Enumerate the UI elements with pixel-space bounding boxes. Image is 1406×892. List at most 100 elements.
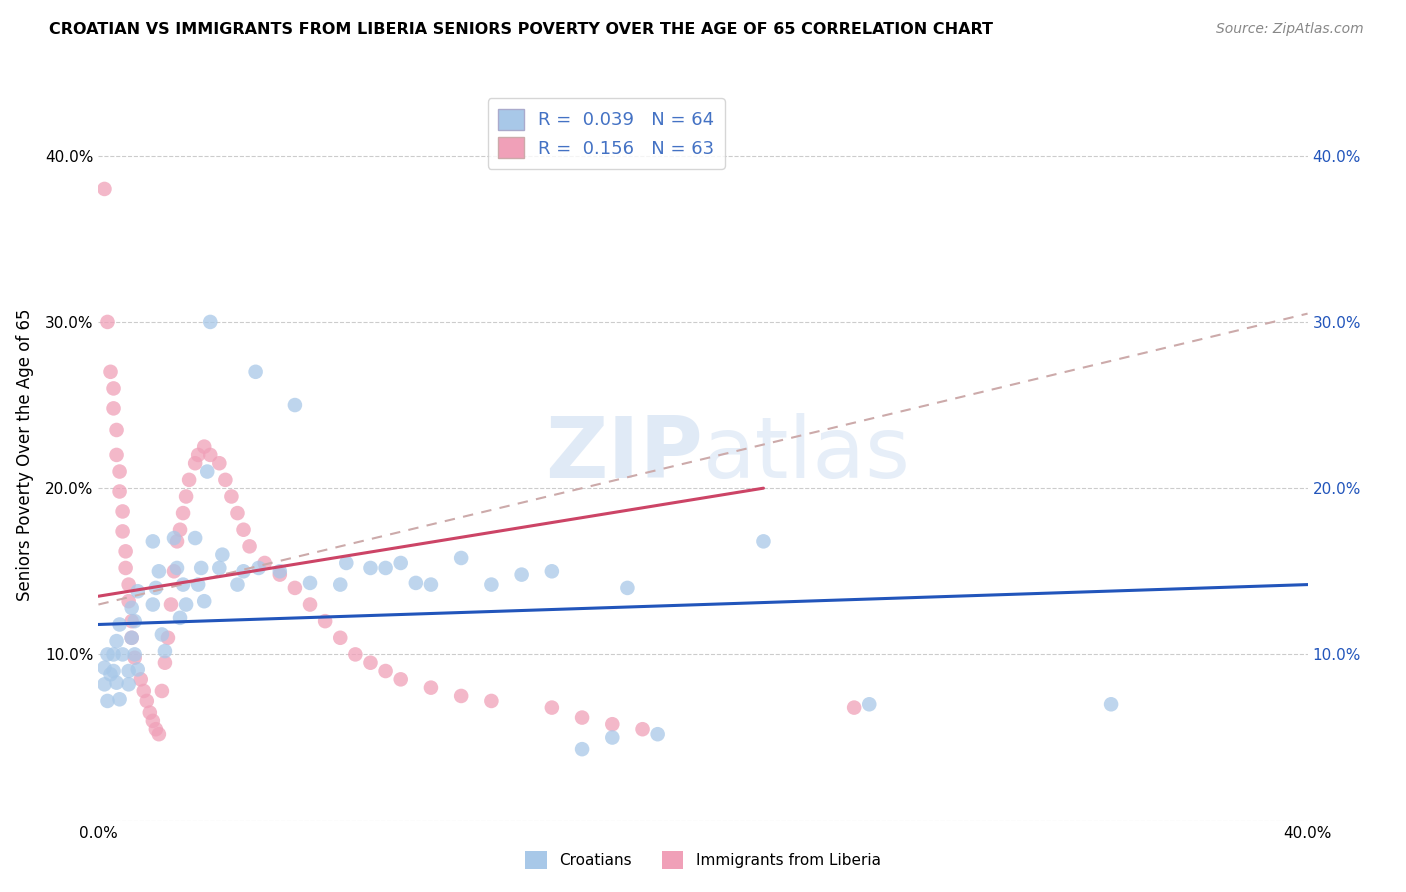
Point <box>284 581 307 595</box>
Legend: Croatians, Immigrants from Liberia: Croatians, Immigrants from Liberia <box>519 846 887 875</box>
Point <box>247 561 270 575</box>
Point <box>114 544 136 558</box>
Point <box>93 182 115 196</box>
Point <box>148 564 170 578</box>
Point <box>166 534 188 549</box>
Point <box>114 561 136 575</box>
Point <box>169 523 191 537</box>
Point <box>93 661 115 675</box>
Point <box>360 656 382 670</box>
Point <box>129 673 152 687</box>
Point <box>844 700 866 714</box>
Point <box>118 594 141 608</box>
Point <box>163 531 186 545</box>
Point <box>118 677 141 691</box>
Point <box>172 577 194 591</box>
Point <box>571 710 593 724</box>
Point <box>389 556 412 570</box>
Point <box>103 381 125 395</box>
Point <box>105 634 128 648</box>
Point <box>96 315 118 329</box>
Point <box>124 650 146 665</box>
Point <box>156 631 179 645</box>
Point <box>214 473 236 487</box>
Point <box>121 600 143 615</box>
Point <box>329 631 352 645</box>
Point <box>142 534 165 549</box>
Point <box>127 662 149 676</box>
Point <box>510 567 533 582</box>
Point <box>111 648 134 662</box>
Point <box>232 564 254 578</box>
Point <box>150 684 173 698</box>
Point <box>374 561 396 575</box>
Point <box>121 614 143 628</box>
Point <box>239 539 262 553</box>
Point <box>269 564 291 578</box>
Point <box>193 440 215 454</box>
Point <box>108 617 131 632</box>
Point <box>153 644 176 658</box>
Text: Source: ZipAtlas.com: Source: ZipAtlas.com <box>1216 22 1364 37</box>
Point <box>100 667 122 681</box>
Point <box>602 717 624 731</box>
Point <box>374 664 396 678</box>
Point <box>145 723 167 737</box>
Point <box>174 490 197 504</box>
Point <box>111 504 134 518</box>
Point <box>389 673 412 687</box>
Point <box>163 564 186 578</box>
Point <box>172 506 194 520</box>
Point <box>208 456 231 470</box>
Point <box>329 577 352 591</box>
Point <box>314 614 336 628</box>
Point <box>481 577 503 591</box>
Point <box>200 448 222 462</box>
Point <box>108 692 131 706</box>
Point <box>299 576 322 591</box>
Point <box>211 548 233 562</box>
Point <box>335 556 357 570</box>
Point <box>160 598 183 612</box>
Point <box>118 577 141 591</box>
Point <box>132 684 155 698</box>
Point <box>208 561 231 575</box>
Point <box>540 564 562 578</box>
Point <box>121 631 143 645</box>
Point <box>135 694 157 708</box>
Point <box>450 551 472 566</box>
Point <box>450 689 472 703</box>
Point <box>103 401 125 416</box>
Point <box>124 614 146 628</box>
Point <box>232 523 254 537</box>
Point <box>269 567 291 582</box>
Point <box>108 484 131 499</box>
Point <box>195 465 218 479</box>
Point <box>103 648 125 662</box>
Point <box>184 531 207 545</box>
Point <box>142 598 165 612</box>
Point <box>344 648 367 662</box>
Point <box>540 700 562 714</box>
Point <box>1099 698 1122 712</box>
Text: ZIP: ZIP <box>546 413 703 497</box>
Text: CROATIAN VS IMMIGRANTS FROM LIBERIA SENIORS POVERTY OVER THE AGE OF 65 CORRELATI: CROATIAN VS IMMIGRANTS FROM LIBERIA SENI… <box>49 22 993 37</box>
Point <box>118 664 141 678</box>
Point <box>284 398 307 412</box>
Point <box>616 581 638 595</box>
Point <box>153 656 176 670</box>
Point <box>200 315 222 329</box>
Point <box>858 698 880 712</box>
Point <box>96 694 118 708</box>
Point <box>299 598 322 612</box>
Point <box>105 675 128 690</box>
Point <box>174 598 197 612</box>
Point <box>360 561 382 575</box>
Point <box>121 631 143 645</box>
Point <box>142 714 165 728</box>
Point <box>245 365 267 379</box>
Point <box>405 576 427 591</box>
Point <box>105 423 128 437</box>
Point <box>571 742 593 756</box>
Point <box>420 577 443 591</box>
